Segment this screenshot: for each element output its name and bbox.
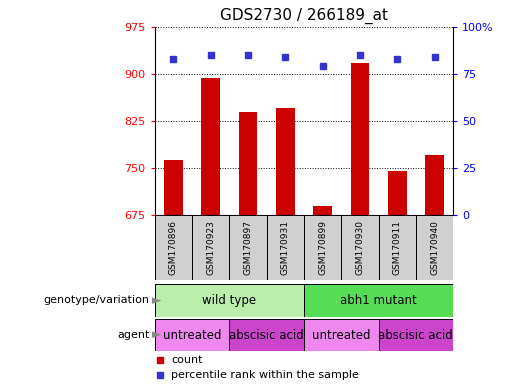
Text: genotype/variation: genotype/variation — [43, 295, 149, 306]
Bar — [276, 108, 295, 215]
Bar — [238, 112, 257, 215]
Text: untreated: untreated — [163, 329, 221, 341]
Bar — [379, 319, 453, 351]
Text: GSM170896: GSM170896 — [169, 220, 178, 275]
Text: GSM170940: GSM170940 — [430, 220, 439, 275]
Text: GSM170931: GSM170931 — [281, 220, 289, 275]
Bar — [416, 215, 453, 280]
Text: abscisic acid: abscisic acid — [229, 329, 304, 341]
Bar — [154, 319, 229, 351]
Bar — [201, 78, 220, 215]
Bar — [313, 206, 332, 215]
Text: GSM170897: GSM170897 — [244, 220, 252, 275]
Text: agent: agent — [117, 330, 149, 340]
Bar — [164, 160, 182, 215]
Title: GDS2730 / 266189_at: GDS2730 / 266189_at — [220, 8, 388, 24]
Text: GSM170899: GSM170899 — [318, 220, 327, 275]
Bar — [304, 215, 341, 280]
Text: untreated: untreated — [312, 329, 370, 341]
Bar — [154, 215, 192, 280]
Text: percentile rank within the sample: percentile rank within the sample — [171, 370, 359, 380]
Bar — [379, 215, 416, 280]
Text: count: count — [171, 356, 202, 366]
Bar — [425, 156, 444, 215]
Text: wild type: wild type — [202, 294, 256, 307]
Bar — [341, 215, 379, 280]
Bar — [192, 215, 229, 280]
Text: GSM170911: GSM170911 — [393, 220, 402, 275]
Text: GSM170923: GSM170923 — [206, 220, 215, 275]
Bar — [351, 63, 369, 215]
Text: abscisic acid: abscisic acid — [379, 329, 453, 341]
Bar — [154, 284, 304, 317]
Bar — [304, 319, 379, 351]
Bar — [229, 319, 304, 351]
Text: GSM170930: GSM170930 — [355, 220, 364, 275]
Bar — [229, 215, 267, 280]
Bar — [267, 215, 304, 280]
Text: ►: ► — [152, 294, 162, 307]
Bar — [388, 170, 406, 215]
Text: ►: ► — [152, 329, 162, 341]
Text: abh1 mutant: abh1 mutant — [340, 294, 417, 307]
Bar — [304, 284, 453, 317]
